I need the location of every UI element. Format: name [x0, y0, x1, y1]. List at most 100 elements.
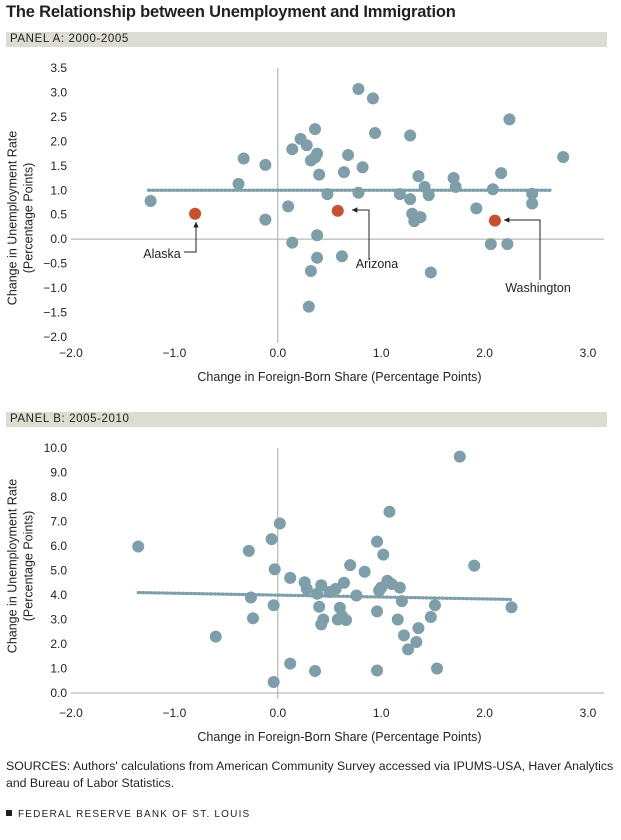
panel-a-x-tick-label: −1.0	[163, 346, 187, 360]
panel-b-data-point	[383, 505, 396, 518]
panel-a-x-tick-label: 0.0	[269, 346, 286, 360]
panel-b-data-point	[391, 613, 404, 626]
panel-b-data-point	[397, 629, 410, 642]
panel-a-scatter-chart: −2.0 −1.5 −1.0 −0.5 0.0 0.5 1.0 1.5 2.0 2.5 3.0 3.5…	[5, 61, 604, 384]
panel-a-x-axis-label: Change in Foreign-Born Share (Percentage…	[197, 370, 481, 384]
panel-a-data-point	[342, 149, 355, 162]
panel-a-y-tick-label: 1.0	[50, 183, 67, 197]
sources-note: SOURCES: Authors' calculations from Amer…	[6, 759, 614, 790]
panel-b-data-point	[371, 535, 384, 548]
panel-b-x-tick-label: 2.0	[476, 706, 493, 720]
panel-a-data-point	[286, 143, 299, 156]
panel-b-data-point	[412, 622, 425, 635]
panel-b-data-point	[431, 662, 444, 675]
panel-a-y-tick-label: 2.5	[50, 110, 67, 124]
panel-b-x-tick-label: −2.0	[59, 706, 83, 720]
panel-b-data-point	[284, 657, 297, 670]
panel-a-highlighted-point	[488, 214, 501, 227]
panel-a-x-tick-label: 3.0	[580, 346, 597, 360]
panel-b-data-point	[337, 576, 350, 589]
panel-a-callout-line	[504, 219, 541, 280]
panel-a-data-point	[311, 229, 324, 242]
panel-a-data-point	[393, 188, 406, 201]
footer-square-icon	[6, 810, 12, 816]
footer-label: FEDERAL RESERVE BANK OF ST. LOUIS	[18, 809, 251, 820]
panel-b-y-tick-label: 5.0	[50, 564, 67, 578]
panel-a-data-point	[286, 236, 299, 249]
panel-b-x-tick-label: 0.0	[269, 706, 286, 720]
panel-b-data-point	[242, 544, 255, 557]
panel-a-y-tick-label: 0.5	[50, 208, 67, 222]
panel-b-y-tick-label: 10.0	[44, 441, 68, 455]
panel-a-y-tick-label: 3.5	[50, 61, 67, 75]
panel-a-data-point	[366, 92, 379, 105]
panel-b-data-point	[468, 559, 481, 572]
panel-b-y-tick-label: 0.0	[50, 686, 67, 700]
panel-b-data-point	[317, 613, 330, 626]
panel-b-y-tick-label: 1.0	[50, 662, 67, 676]
panel-b-scatter-chart: 0.0 1.0 2.0 3.0 4.0 5.0 6.0 7.0 8.0 9.0 10.0 −2.0 −1…	[5, 441, 604, 744]
panel-b-data-point	[244, 591, 257, 604]
panel-b-data-point	[246, 612, 259, 625]
panel-a-data-point	[526, 197, 539, 210]
panel-b-data-point	[315, 579, 328, 592]
panel-b-data-point	[267, 599, 280, 612]
panel-a-callout-arrowhead-icon	[504, 217, 510, 223]
panel-b-data-point	[313, 600, 326, 613]
panel-a-callout-line	[184, 222, 197, 253]
panel-b-data-point	[377, 548, 390, 561]
panel-a-data-point	[311, 251, 324, 264]
panel-b-data-point	[340, 613, 353, 626]
panel-b-y-axis-label: Change in Unemployment Rate	[5, 479, 19, 653]
panel-a-data-point	[309, 123, 322, 136]
panel-b-data-point	[410, 636, 423, 649]
panel-a-data-point	[352, 83, 365, 96]
panel-a-data-point	[335, 250, 348, 263]
panel-a-y-tick-label: −1.0	[43, 281, 67, 295]
panel-b-trend-line	[136, 590, 513, 602]
panel-a-x-tick-label: 2.0	[476, 346, 493, 360]
panel-a-y-tick-label: 3.0	[50, 85, 67, 99]
panel-a-point-label: Arizona	[356, 257, 398, 271]
panel-a-data-point	[414, 211, 427, 224]
panel-b-data-point	[350, 589, 363, 602]
panel-a-y-tick-label: 1.5	[50, 159, 67, 173]
panel-a-data-point	[282, 200, 295, 213]
panel-a-data-point	[259, 158, 272, 171]
panel-a-data-point	[321, 188, 334, 201]
panel-b-data-point	[344, 559, 357, 572]
panel-a-data-point	[300, 139, 313, 152]
panel-b-data-point	[309, 664, 322, 677]
panel-b-data-point	[284, 571, 297, 584]
panel-b-data-point	[393, 581, 406, 594]
panel-a-data-point	[304, 264, 317, 277]
panel-a-data-point	[501, 238, 514, 251]
panel-a-data-point	[232, 177, 245, 190]
panel-a-data-point	[526, 187, 539, 200]
panel-a-data-point	[470, 202, 483, 215]
panel-b-data-point	[428, 599, 441, 612]
panel-a-data-point	[368, 127, 381, 140]
panel-a-data-point	[424, 266, 437, 279]
panel-a-callout-arrowhead-icon	[193, 222, 199, 228]
panel-a-data-point	[484, 238, 497, 251]
panel-a-x-tick-label: 1.0	[373, 346, 390, 360]
panel-b-x-tick-label: −1.0	[163, 706, 187, 720]
panel-b-y-tick-label: 6.0	[50, 539, 67, 553]
panel-a-point-label: Washington	[505, 281, 571, 295]
panel-a-data-point	[557, 151, 570, 164]
panel-b-y-tick-label: 2.0	[50, 637, 67, 651]
panel-a-data-point	[237, 152, 250, 165]
panel-b-x-tick-label: 3.0	[580, 706, 597, 720]
panel-a-y-axis-label: (Percentage Points)	[21, 163, 35, 273]
panel-b-y-tick-label: 4.0	[50, 588, 67, 602]
panel-b-label: PANEL B: 2005-2010	[6, 412, 607, 427]
panel-b-y-tick-label: 7.0	[50, 515, 67, 529]
panel-b-data-point	[424, 611, 437, 624]
panel-b-x-tick-label: 1.0	[373, 706, 390, 720]
panel-a-highlighted-point	[189, 207, 202, 220]
panel-b-data-point	[505, 601, 518, 614]
panel-a-data-point	[449, 180, 462, 193]
panel-a-data-point	[422, 189, 435, 202]
panel-b-y-tick-label: 3.0	[50, 613, 67, 627]
